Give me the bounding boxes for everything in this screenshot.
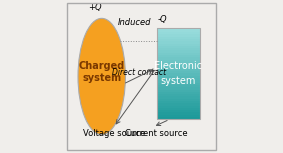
Bar (157, 73, 200, 76)
Bar (157, 78, 200, 80)
Bar (157, 106, 200, 108)
Bar (157, 30, 200, 32)
Bar (157, 112, 200, 115)
Bar (157, 90, 200, 92)
Bar (157, 28, 200, 119)
Bar (157, 96, 200, 99)
Bar (157, 55, 200, 57)
Bar (157, 37, 200, 39)
Bar (157, 34, 200, 37)
Bar (157, 103, 200, 106)
Bar (157, 57, 200, 60)
Bar (157, 83, 200, 85)
Bar (157, 101, 200, 103)
Bar (157, 64, 200, 67)
Bar (157, 39, 200, 41)
Ellipse shape (78, 18, 125, 135)
Bar (157, 41, 200, 44)
Bar (157, 115, 200, 117)
Bar (157, 67, 200, 69)
Bar (157, 110, 200, 112)
Text: Charged
system: Charged system (79, 61, 125, 83)
Bar (157, 44, 200, 46)
Bar (157, 53, 200, 55)
Bar (157, 69, 200, 71)
Text: -Q: -Q (158, 15, 168, 24)
Text: +Q: +Q (88, 3, 101, 12)
Bar (157, 80, 200, 83)
Bar (157, 117, 200, 119)
Bar (157, 87, 200, 90)
Text: Electronic: Electronic (154, 61, 202, 71)
Text: Voltage source: Voltage source (83, 129, 145, 138)
Bar (157, 62, 200, 64)
Bar (157, 76, 200, 78)
Bar (157, 48, 200, 50)
Bar (157, 60, 200, 62)
Text: Current source: Current source (125, 129, 188, 138)
Bar (157, 99, 200, 101)
Text: Induced: Induced (118, 18, 151, 27)
Bar (157, 92, 200, 94)
Bar (157, 50, 200, 53)
Bar (157, 32, 200, 34)
Bar (157, 94, 200, 96)
Text: Direct contact: Direct contact (112, 68, 166, 77)
Bar (157, 71, 200, 73)
Bar (157, 85, 200, 87)
Bar (157, 108, 200, 110)
Bar (157, 46, 200, 48)
Bar (157, 28, 200, 30)
Text: system: system (160, 76, 196, 86)
